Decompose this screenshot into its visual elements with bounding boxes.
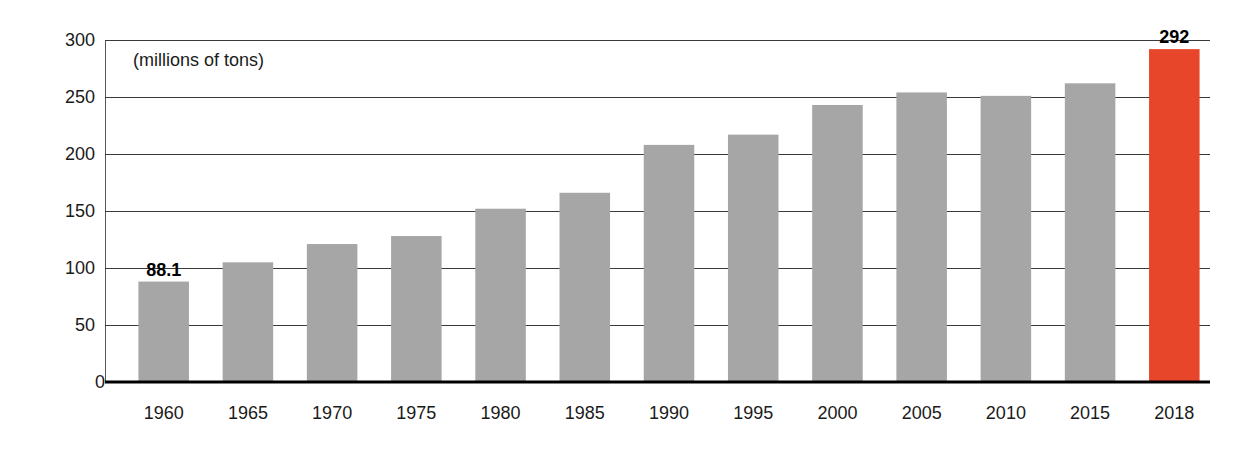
y-tick: 0 (95, 372, 1210, 392)
bar (475, 209, 526, 382)
x-tick-label: 1995 (733, 403, 773, 423)
bar (1065, 83, 1116, 382)
x-tick-label: 2000 (817, 403, 857, 423)
data-label: 88.1 (146, 260, 181, 280)
x-axis-line (131, 382, 1209, 383)
x-tick: 1960 (144, 382, 184, 423)
y-tick: 150 (65, 201, 1210, 221)
x-tick: 2018 (1154, 382, 1194, 423)
x-tick: 1980 (481, 382, 521, 423)
x-tick-label: 1990 (649, 403, 689, 423)
y-tick-label: 100 (65, 258, 95, 278)
data-labels: 88.1 292 (146, 27, 1189, 279)
grid-line (105, 97, 1210, 98)
x-axis: 1960 1965 1970 1975 1980 1985 1990 1995 2000 2005… (131, 382, 1209, 423)
y-tick: 300 (65, 30, 1210, 50)
bar (560, 193, 611, 382)
y-tick-label: 50 (75, 315, 95, 335)
x-tick-label: 2010 (986, 403, 1026, 423)
x-tick: 1985 (565, 382, 605, 423)
y-tick-label: 200 (65, 144, 95, 164)
bar (728, 135, 779, 382)
x-tick: 2000 (817, 382, 857, 423)
y-tick-label: 300 (65, 30, 95, 50)
x-tick-label: 2018 (1154, 403, 1194, 423)
chart: (millions of tons) 50 100 150 200 250 300 0 1960… (0, 0, 1241, 451)
x-tick: 2015 (1070, 382, 1110, 423)
x-tick: 1990 (649, 382, 689, 423)
x-tick: 1975 (396, 382, 436, 423)
bar (896, 92, 947, 382)
x-tick-label: 1965 (228, 403, 268, 423)
x-tick-label: 1980 (481, 403, 521, 423)
bar (644, 145, 695, 382)
y-axis: 50 100 150 200 250 300 (65, 30, 1210, 382)
x-tick: 1970 (312, 382, 352, 423)
bar (138, 282, 189, 382)
y-tick: 200 (65, 144, 1210, 164)
y-tick-label: 0 (95, 372, 105, 392)
x-tick-label: 1975 (396, 403, 436, 423)
x-tick: 1965 (228, 382, 268, 423)
bars (138, 49, 1199, 382)
bar (307, 244, 358, 382)
y-tick-label: 250 (65, 87, 95, 107)
x-tick-label: 1970 (312, 403, 352, 423)
x-tick-label: 2005 (902, 403, 942, 423)
x-tick-label: 1960 (144, 403, 184, 423)
grid-line (105, 40, 1210, 41)
bar (223, 262, 274, 382)
y-axis-label: (millions of tons) (133, 50, 264, 70)
x-tick: 1995 (733, 382, 773, 423)
y-tick: 250 (65, 87, 1210, 107)
y-tick-label: 150 (65, 201, 95, 221)
data-label: 292 (1159, 27, 1189, 47)
x-tick-label: 2015 (1070, 403, 1110, 423)
x-tick: 2005 (902, 382, 942, 423)
bar (812, 105, 863, 382)
x-tick: 2010 (986, 382, 1026, 423)
bar (391, 236, 442, 382)
bar (981, 96, 1032, 382)
grid-line (105, 381, 1210, 384)
bar (1149, 49, 1200, 382)
x-tick-label: 1985 (565, 403, 605, 423)
